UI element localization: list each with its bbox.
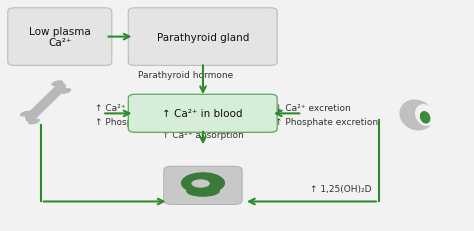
Ellipse shape (415, 105, 435, 126)
FancyBboxPatch shape (164, 167, 242, 205)
Text: Parathyroid hormone: Parathyroid hormone (138, 71, 233, 80)
Ellipse shape (191, 179, 210, 188)
Text: ↑ Ca²⁺ absorption: ↑ Ca²⁺ absorption (162, 131, 244, 139)
Ellipse shape (20, 111, 32, 117)
FancyBboxPatch shape (128, 95, 277, 133)
Text: ↑ 1,25(OH)₂D: ↑ 1,25(OH)₂D (310, 185, 372, 193)
Text: Low plasma
Ca²⁺: Low plasma Ca²⁺ (29, 27, 91, 48)
Text: ↑ Ca²⁺ release: ↑ Ca²⁺ release (95, 103, 162, 112)
Ellipse shape (186, 185, 220, 197)
FancyBboxPatch shape (8, 9, 112, 66)
Text: ↑ Phosphate release: ↑ Phosphate release (95, 118, 189, 127)
Ellipse shape (181, 173, 225, 194)
Text: ↑ Ca²⁺ in blood: ↑ Ca²⁺ in blood (163, 109, 243, 119)
Ellipse shape (59, 89, 71, 94)
Ellipse shape (51, 81, 63, 87)
Ellipse shape (420, 112, 430, 124)
Ellipse shape (28, 119, 40, 125)
Ellipse shape (400, 100, 434, 131)
Text: ↑ Phosphate excretion: ↑ Phosphate excretion (275, 118, 378, 127)
FancyBboxPatch shape (128, 9, 277, 66)
Text: ↓ Ca²⁺ excretion: ↓ Ca²⁺ excretion (275, 103, 351, 112)
Text: Parathyroid gland: Parathyroid gland (156, 32, 249, 43)
